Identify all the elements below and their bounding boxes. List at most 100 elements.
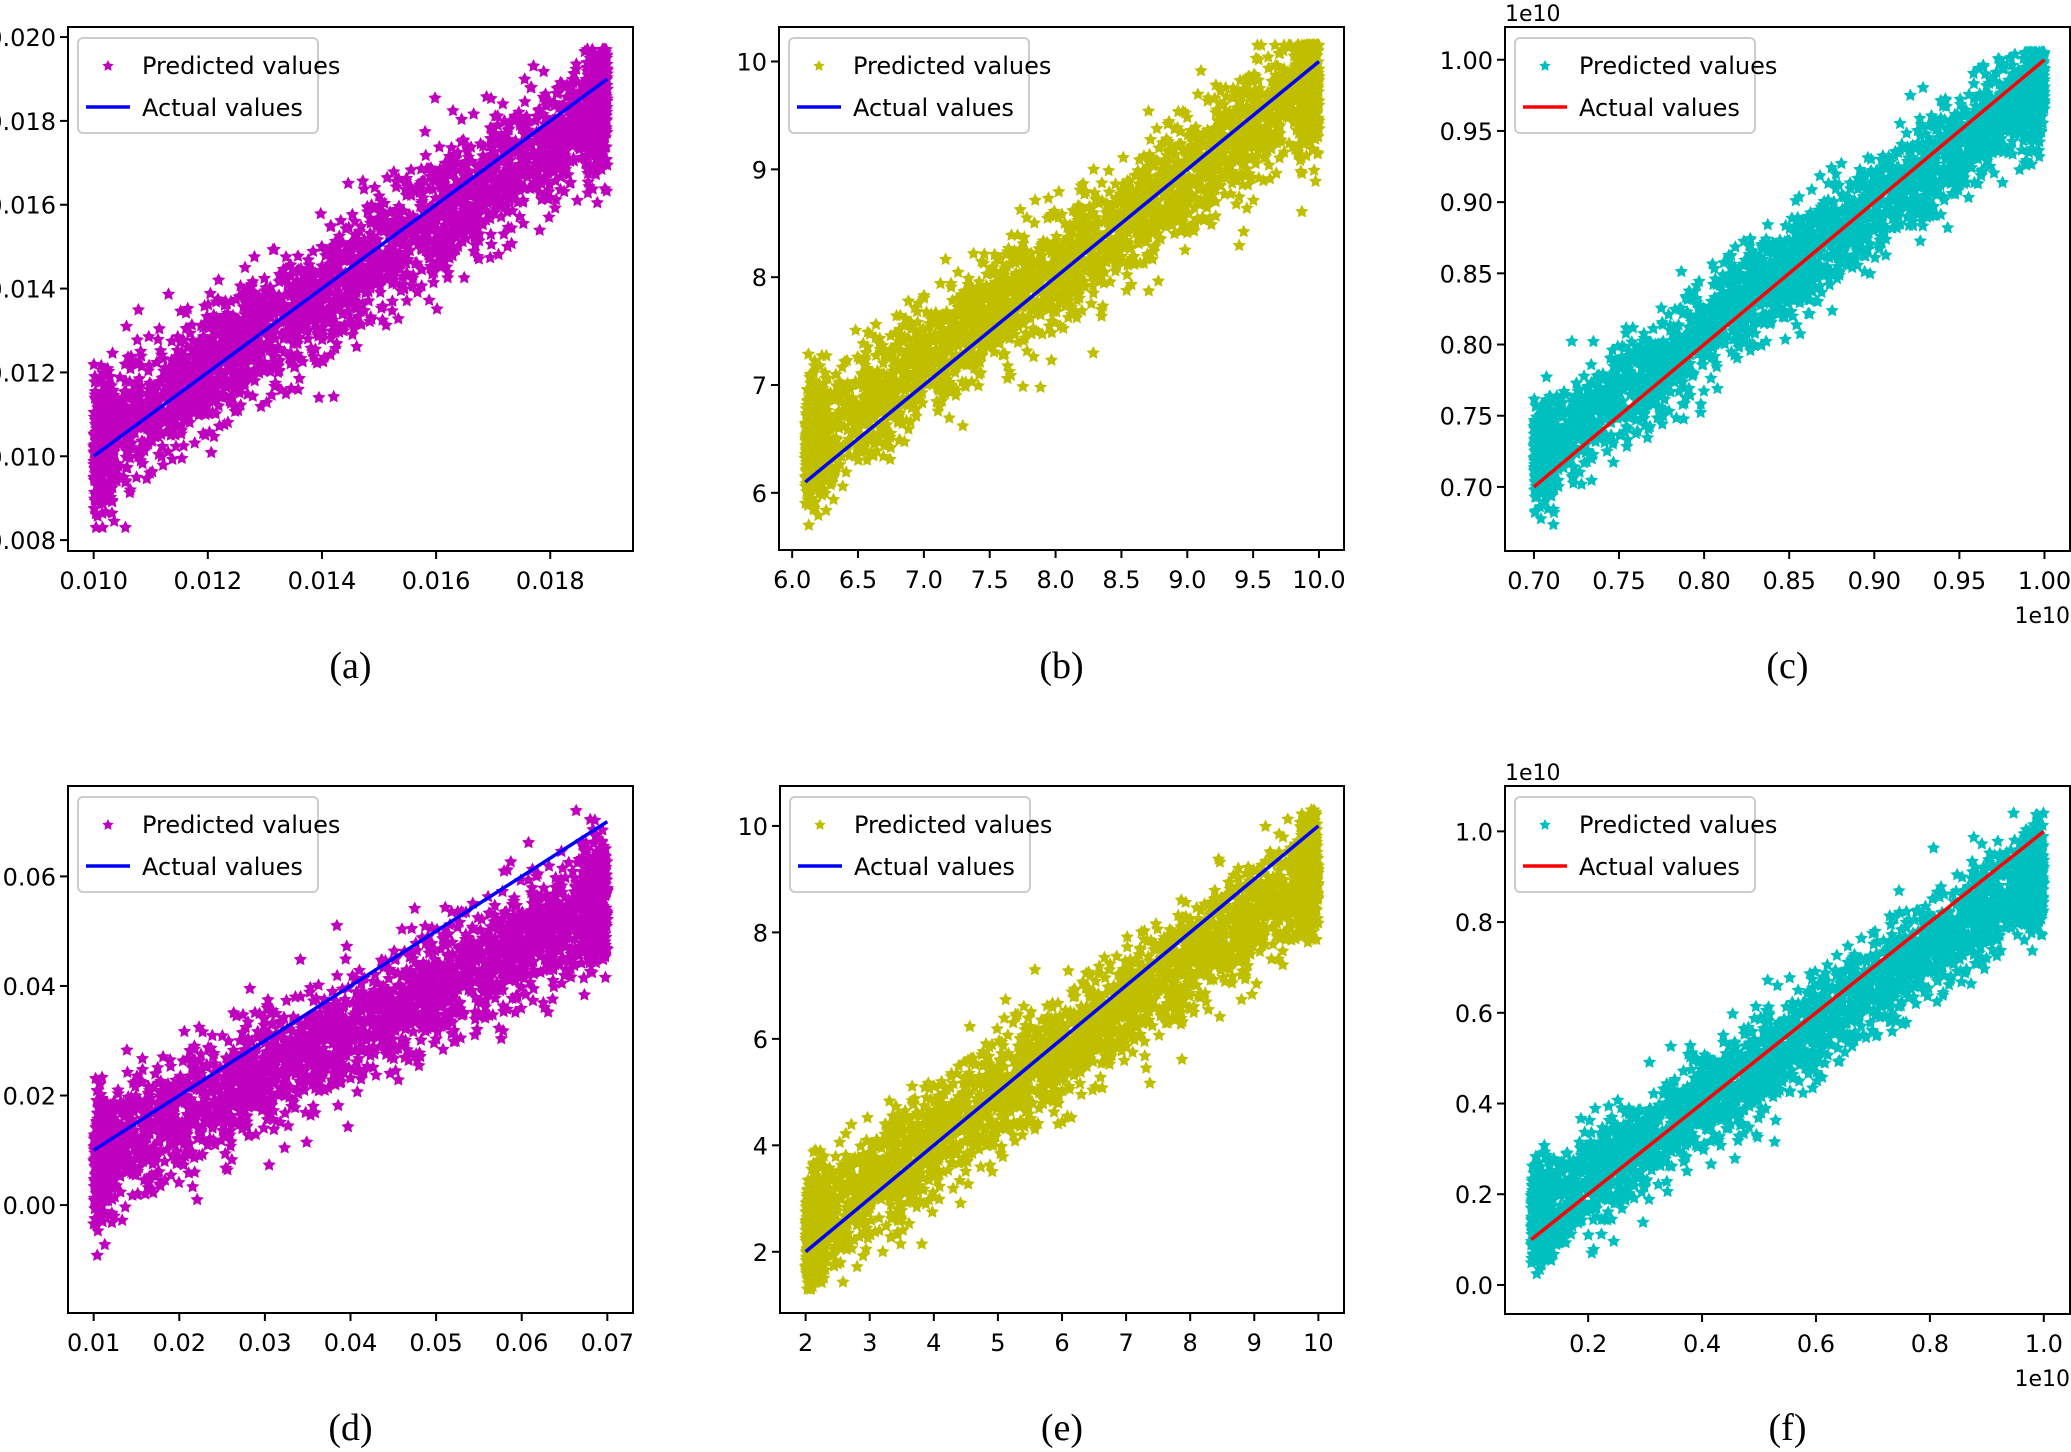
x-tick-label: 4 bbox=[926, 1329, 941, 1357]
legend-label-actual: Actual values bbox=[142, 853, 303, 881]
legend: Predicted values Actual values bbox=[1514, 796, 1777, 893]
y-tick-label: 0.04 bbox=[3, 973, 56, 1001]
y-tick-label: 0.70 bbox=[1440, 474, 1493, 502]
predicted-points bbox=[1527, 45, 2052, 531]
axes-frame bbox=[778, 26, 1345, 551]
x-tick-label: 0.80 bbox=[1677, 567, 1730, 595]
y-tick-label: 6 bbox=[752, 480, 767, 508]
x-tick-label: 6 bbox=[1054, 1329, 1069, 1357]
actual-values-line bbox=[804, 824, 1320, 1254]
y-tick-label: 0.75 bbox=[1440, 403, 1493, 431]
predicted-legend-marker-icon bbox=[814, 819, 826, 830]
x-tick-label: 0.05 bbox=[409, 1329, 462, 1357]
legend-label-actual: Actual values bbox=[854, 853, 1015, 881]
x-tick-label: 8.5 bbox=[1102, 566, 1140, 594]
predicted-legend-marker-icon bbox=[1539, 60, 1551, 71]
legend-label-actual: Actual values bbox=[853, 94, 1014, 122]
legend-label-predicted: Predicted values bbox=[854, 811, 1052, 839]
x-tick-label: 0.016 bbox=[402, 567, 471, 595]
legend: Predicted values Actual values bbox=[77, 796, 340, 893]
x-tick-label: 0.6 bbox=[1797, 1330, 1835, 1358]
x-tick-label: 0.018 bbox=[516, 567, 585, 595]
x-tick-label: 6.5 bbox=[839, 566, 877, 594]
panel-b: 6.0 6.5 7.0 7.5 8.0 8.5 9.0 9.5 10.0 6 7 8 9 10 Predic… bbox=[736, 26, 1346, 687]
y-tick-label: 1.00 bbox=[1440, 47, 1493, 75]
panel-f: 0.2 0.4 0.6 0.8 1.0 0.0 0.2 0.4 0.6 0.8 1.0 1e10 1e1… bbox=[1455, 761, 2071, 1449]
panel-e: 2 3 4 5 6 7 8 9 10 2 4 6 8 10 Predicted values Actual v… bbox=[737, 785, 1345, 1449]
x-offset-label: 1e10 bbox=[2014, 1367, 2070, 1392]
x-tick-label: 1.0 bbox=[2025, 1330, 2063, 1358]
actual-values-line bbox=[804, 60, 1321, 484]
y-tick-label: 0.00 bbox=[3, 1192, 56, 1220]
panel-caption: (f) bbox=[1769, 1407, 1807, 1449]
predicted-points bbox=[87, 803, 615, 1261]
x-tick-label: 7.5 bbox=[971, 566, 1009, 594]
predicted-scatter bbox=[799, 803, 1325, 1295]
x-tick-label: 0.04 bbox=[324, 1329, 377, 1357]
y-tick-label: 0.90 bbox=[1440, 189, 1493, 217]
x-tick-label: 5 bbox=[990, 1329, 1005, 1357]
legend: Predicted values Actual values bbox=[789, 796, 1052, 893]
x-tick-label: 6.0 bbox=[773, 566, 811, 594]
predicted-points bbox=[799, 803, 1325, 1295]
x-tick-label: 2 bbox=[798, 1329, 813, 1357]
x-tick-label: 10 bbox=[1303, 1329, 1334, 1357]
y-tick-label: 10 bbox=[737, 813, 768, 841]
y-tick-label: 2 bbox=[753, 1239, 768, 1267]
y-tick-label: 0.020 bbox=[0, 24, 56, 52]
predicted-points bbox=[1524, 806, 2051, 1280]
y-tick-label: 0.010 bbox=[0, 443, 56, 471]
legend-label-predicted: Predicted values bbox=[142, 52, 340, 80]
actual-values-line bbox=[1532, 58, 2046, 489]
y-tick-label: 6 bbox=[753, 1026, 768, 1054]
x-tick-label: 0.70 bbox=[1507, 567, 1560, 595]
x-tick-label: 1.00 bbox=[2018, 567, 2071, 595]
y-tick-label: 0.6 bbox=[1455, 1000, 1493, 1028]
legend-label-actual: Actual values bbox=[1579, 94, 1740, 122]
legend-label-predicted: Predicted values bbox=[1579, 811, 1777, 839]
predicted-scatter bbox=[1527, 45, 2052, 531]
legend-box bbox=[1514, 37, 1756, 134]
legend-label-predicted: Predicted values bbox=[1579, 52, 1777, 80]
y-tick-label: 0.016 bbox=[0, 192, 56, 220]
y-tick-label: 9 bbox=[752, 156, 767, 184]
x-tick-label: 0.85 bbox=[1762, 567, 1815, 595]
y-tick-label: 0.85 bbox=[1440, 260, 1493, 288]
legend-box bbox=[1514, 796, 1756, 893]
y-offset-label: 1e10 bbox=[1505, 2, 1561, 27]
y-tick-label: 0.8 bbox=[1455, 909, 1493, 937]
x-tick-label: 0.8 bbox=[1911, 1330, 1949, 1358]
predicted-legend-marker-icon bbox=[813, 60, 825, 71]
y-tick-label: 0.2 bbox=[1455, 1181, 1493, 1209]
x-tick-label: 9.5 bbox=[1234, 566, 1272, 594]
x-offset-label: 1e10 bbox=[2014, 604, 2070, 629]
x-tick-label: 0.95 bbox=[1933, 567, 1986, 595]
predicted-legend-marker-icon bbox=[102, 60, 114, 71]
legend-label-predicted: Predicted values bbox=[853, 52, 1051, 80]
x-tick-label: 8.0 bbox=[1036, 566, 1074, 594]
x-tick-label: 0.07 bbox=[581, 1329, 634, 1357]
x-tick-label: 7 bbox=[1118, 1329, 1133, 1357]
panel-a: 0.0100.0120.0140.0160.0180.0080.0100.012… bbox=[0, 24, 634, 687]
x-tick-label: 0.03 bbox=[238, 1329, 291, 1357]
legend-box bbox=[77, 37, 319, 134]
predicted-points bbox=[798, 38, 1326, 531]
y-tick-label: 7 bbox=[752, 372, 767, 400]
x-tick-label: 0.014 bbox=[288, 567, 357, 595]
actual-values-line bbox=[1530, 829, 2045, 1241]
predicted-legend-marker-icon bbox=[1539, 819, 1551, 830]
panel-d: 0.01 0.02 0.03 0.04 0.05 0.06 0.07 0.00 0.02 0.04… bbox=[3, 785, 634, 1449]
x-tick-label: 0.010 bbox=[59, 567, 128, 595]
x-tick-label: 0.02 bbox=[153, 1329, 206, 1357]
x-tick-label: 10.0 bbox=[1292, 566, 1345, 594]
y-tick-label: 4 bbox=[753, 1132, 768, 1160]
y-tick-label: 0.80 bbox=[1440, 332, 1493, 360]
legend-box bbox=[788, 37, 1030, 134]
y-offset-label: 1e10 bbox=[1505, 761, 1561, 786]
x-tick-label: 0.012 bbox=[173, 567, 242, 595]
y-tick-label: 8 bbox=[752, 264, 767, 292]
x-tick-label: 8 bbox=[1183, 1329, 1198, 1357]
panel-c: 0.70 0.75 0.80 0.85 0.90 0.95 1.00 0.70 0.75 0.80… bbox=[1440, 2, 2071, 687]
legend-label-actual: Actual values bbox=[1579, 853, 1740, 881]
